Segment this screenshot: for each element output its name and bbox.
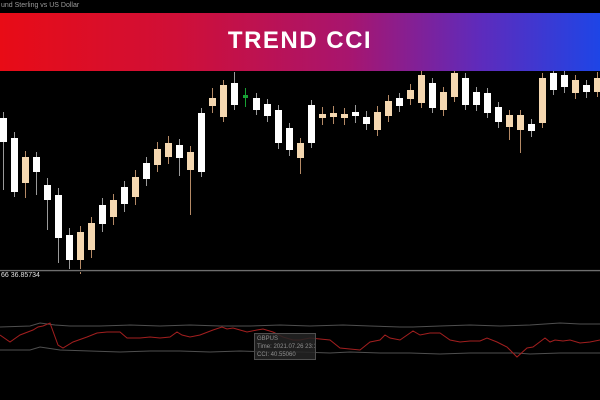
candle-wick [520, 110, 521, 153]
candle-body [165, 143, 172, 157]
candle-body [418, 75, 425, 103]
candle-body [99, 205, 106, 224]
candle-body [55, 195, 62, 238]
upper-band-line [0, 322, 600, 328]
candle-body [528, 124, 535, 131]
candle-body [308, 105, 315, 143]
candle-body [77, 232, 84, 260]
data-tooltip: GBPUS Time: 2021.07.26 23:15 CCI: 40.550… [254, 333, 316, 360]
candle-body [385, 101, 392, 116]
trend-cci-banner: TREND CCI [0, 13, 600, 71]
candle-body [517, 115, 524, 130]
candle-body [143, 163, 150, 179]
candle-body [198, 113, 205, 172]
candle-body [473, 92, 480, 105]
indicator-value-label: 66 36.85734 [1, 272, 40, 279]
symbol-title: und Sterling vs US Dollar [1, 2, 80, 9]
candle-body [462, 78, 469, 105]
candle-body [407, 90, 414, 99]
candle-body [11, 138, 18, 192]
candle-body [341, 114, 348, 118]
candle-body [231, 83, 238, 105]
candle-wick [3, 112, 4, 190]
banner-title: TREND CCI [227, 27, 373, 54]
candle-body [429, 83, 436, 108]
candle-body [550, 73, 557, 90]
candle-wick [36, 152, 37, 195]
tooltip-time: Time: 2021.07.26 23:15 [257, 344, 316, 350]
candle-body [561, 75, 568, 87]
candle-body [88, 223, 95, 250]
candle-body [396, 98, 403, 106]
candle-body [209, 98, 216, 106]
candle-body [440, 92, 447, 110]
tooltip-symbol: GBPUS [257, 336, 279, 342]
candle-body [264, 104, 271, 116]
candle-body [286, 128, 293, 150]
panel-separator[interactable] [0, 269, 600, 272]
candle-body [495, 107, 502, 122]
candle-body [22, 157, 29, 183]
candle-body [451, 73, 458, 97]
candle-body [121, 187, 128, 204]
tooltip-cci-value: CCI: 40.55060 [257, 352, 296, 358]
candle-body [297, 143, 304, 158]
candle-body [330, 113, 337, 117]
candle-body [0, 118, 7, 142]
candle-body [110, 200, 117, 217]
candle-body [44, 185, 51, 200]
candle-body [253, 98, 260, 110]
candle-body [363, 117, 370, 124]
candle-body [506, 115, 513, 127]
candle-body [583, 85, 590, 92]
candle-body [187, 152, 194, 170]
candle-body [33, 157, 40, 172]
window-titlebar: und Sterling vs US Dollar [0, 0, 600, 13]
candle-body [319, 114, 326, 118]
candle-body [176, 145, 183, 158]
candle-body [484, 93, 491, 113]
candle-body [594, 78, 600, 92]
candle-body [66, 235, 73, 260]
candle-body [539, 78, 546, 123]
candle-wick [47, 178, 48, 230]
candle-wick [190, 146, 191, 215]
candle-body [154, 149, 161, 165]
candle-body [352, 112, 359, 116]
candle-body [243, 95, 248, 98]
candle-body [275, 110, 282, 143]
candle-body [220, 85, 227, 117]
candle-body [132, 177, 139, 197]
candle-body [374, 112, 381, 130]
candle-body [572, 80, 579, 93]
